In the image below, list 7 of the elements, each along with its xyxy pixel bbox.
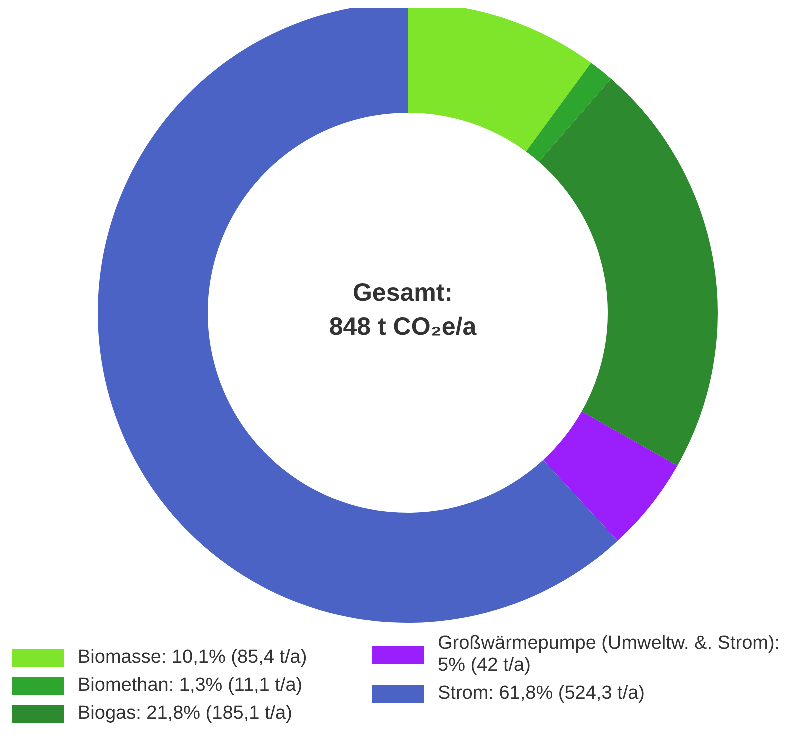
legend-label: Biogas: 21,8% (185,1 t/a) [78, 703, 292, 725]
legend-label: Strom: 61,8% (524,3 t/a) [438, 683, 645, 705]
legend-label: Großwärmepumpe (Umweltw. &. Strom): 5% (42 t/a) [438, 633, 782, 677]
legend-label: Biomasse: 10,1% (85,4 t/a) [78, 647, 308, 669]
text: Gesamt: [352, 278, 454, 309]
text: 848 t CO₂e/a [328, 312, 478, 343]
legend-label: Biomethan: 1,3% (11,1 t/a) [78, 675, 303, 697]
